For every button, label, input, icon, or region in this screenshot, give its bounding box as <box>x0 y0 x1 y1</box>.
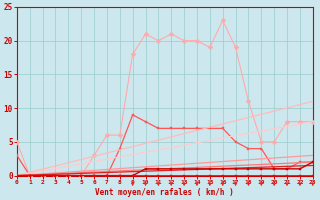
X-axis label: Vent moyen/en rafales ( km/h ): Vent moyen/en rafales ( km/h ) <box>95 188 234 197</box>
